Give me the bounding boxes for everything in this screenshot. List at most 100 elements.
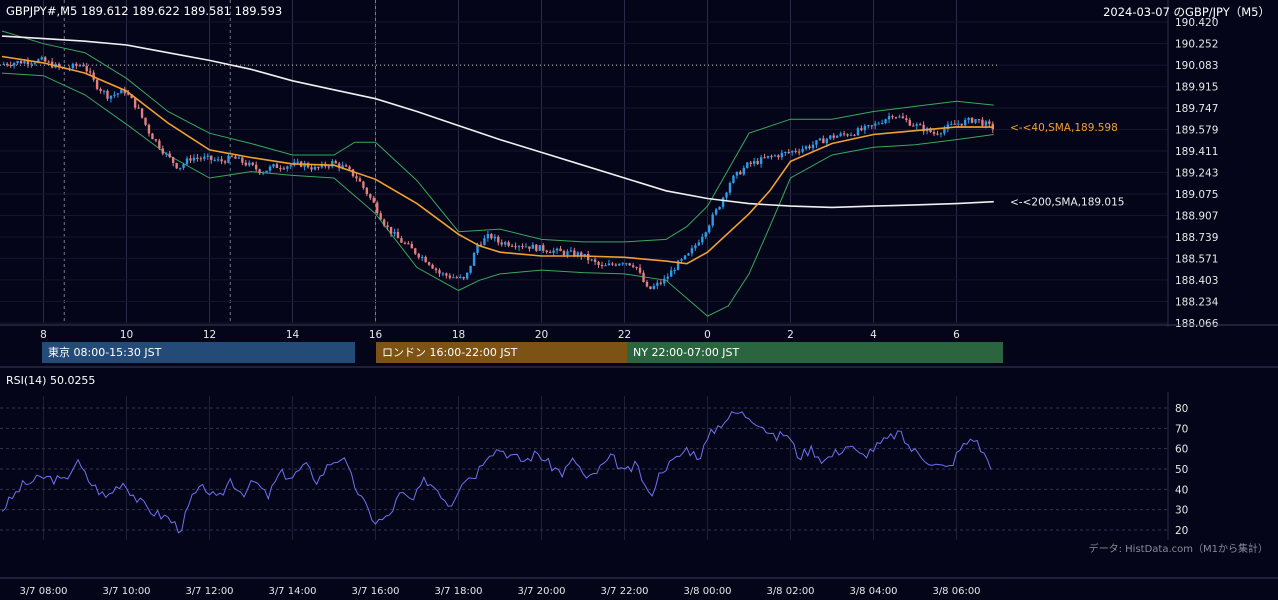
candle-body [424, 256, 427, 263]
candle-body [434, 268, 438, 271]
rsi-xtick-label: 3/7 10:00 [102, 586, 150, 597]
candle-body [407, 243, 410, 245]
candle-body [251, 162, 254, 165]
candle-body [37, 59, 40, 63]
candle-body [659, 282, 663, 284]
candle-body [130, 94, 133, 99]
price-ytick-label: 189.075 [1175, 189, 1218, 201]
candle-body [57, 63, 61, 68]
candle-body [30, 63, 33, 65]
candle-body [953, 123, 956, 125]
candle-body [988, 121, 991, 124]
candle-body [642, 272, 645, 282]
candle-body [331, 161, 334, 167]
candle-body [206, 155, 209, 157]
candle-body [410, 243, 414, 249]
candle-body [337, 163, 341, 168]
candle-body [452, 277, 455, 279]
candle-body [168, 153, 171, 158]
candle-body [638, 267, 642, 273]
candle-body [102, 90, 106, 92]
candle-body [386, 225, 389, 227]
candle-body [248, 162, 251, 166]
price-ytick-label: 188.234 [1175, 297, 1219, 309]
candle-body [2, 63, 5, 65]
candle-body [95, 79, 99, 89]
candle-body [960, 123, 963, 126]
rsi-xtick-label: 3/8 02:00 [766, 586, 814, 597]
candle-body [580, 252, 583, 257]
candle-body [379, 213, 382, 220]
candle-body [967, 117, 970, 121]
candle-body [479, 244, 483, 246]
bollinger-upper-band [1, 30, 994, 243]
candle-body [465, 272, 469, 279]
candle-body [334, 161, 337, 164]
rsi-line [1, 411, 992, 534]
candle-body [759, 157, 763, 164]
candle-body [611, 263, 614, 265]
candle-body [825, 138, 829, 144]
candle-body [355, 176, 358, 179]
candle-body [127, 93, 130, 95]
candle-body [815, 140, 818, 145]
candle-body [348, 166, 351, 170]
price-ytick-label: 188.571 [1175, 253, 1218, 265]
candle-body [441, 273, 445, 275]
rsi-ytick-label: 40 [1175, 484, 1188, 496]
candle-body [946, 124, 950, 129]
candle-body [310, 167, 313, 170]
candle-body [216, 159, 220, 161]
candle-body [514, 246, 517, 248]
candle-body [528, 246, 531, 249]
candle-body [486, 234, 490, 239]
candle-body [161, 148, 165, 154]
price-xtick-label: 10 [120, 329, 133, 341]
candle-body [265, 170, 268, 173]
candle-body [389, 226, 393, 234]
candle-body [863, 125, 867, 131]
candle-body [296, 161, 299, 163]
candle-body [625, 263, 628, 265]
candle-body [531, 244, 535, 249]
candle-body [476, 244, 479, 253]
candle-body [915, 124, 918, 126]
candle-body [306, 163, 310, 168]
candle-body [721, 197, 725, 207]
candle-body [403, 242, 407, 244]
candle-body [372, 197, 375, 203]
candle-body [711, 214, 714, 226]
candle-body [365, 187, 369, 195]
candle-body [773, 155, 777, 157]
candle-body [666, 276, 669, 279]
candle-body [569, 250, 573, 252]
candle-body [936, 133, 939, 135]
candle-body [120, 89, 123, 94]
candle-body [40, 57, 43, 60]
price-xtick-label: 18 [452, 329, 465, 341]
candle-body [351, 169, 355, 177]
candle-body [562, 251, 566, 255]
candle-body [794, 150, 797, 152]
candle-body [78, 65, 82, 67]
candle-body [846, 134, 849, 136]
data-source-credit: データ: HistData.com（M1から集計） [1088, 544, 1268, 555]
candle-body [279, 168, 282, 170]
candle-body [282, 168, 286, 170]
candle-body [254, 164, 258, 170]
candle-body [832, 135, 835, 138]
candle-body [929, 128, 932, 133]
candle-body [943, 128, 946, 134]
candle-body [770, 155, 773, 157]
candle-body [497, 236, 500, 243]
candle-body [576, 252, 580, 256]
rsi-ytick-label: 20 [1175, 525, 1188, 537]
candle-body [732, 175, 735, 183]
candle-body [676, 260, 680, 271]
candle-body [510, 245, 514, 247]
sma-200-line-label: <-<200,SMA,189.015 [1010, 197, 1124, 209]
candle-body [822, 138, 825, 144]
candle-body [189, 158, 192, 161]
rsi-xtick-label: 3/8 06:00 [932, 586, 980, 597]
candle-body [618, 263, 621, 266]
